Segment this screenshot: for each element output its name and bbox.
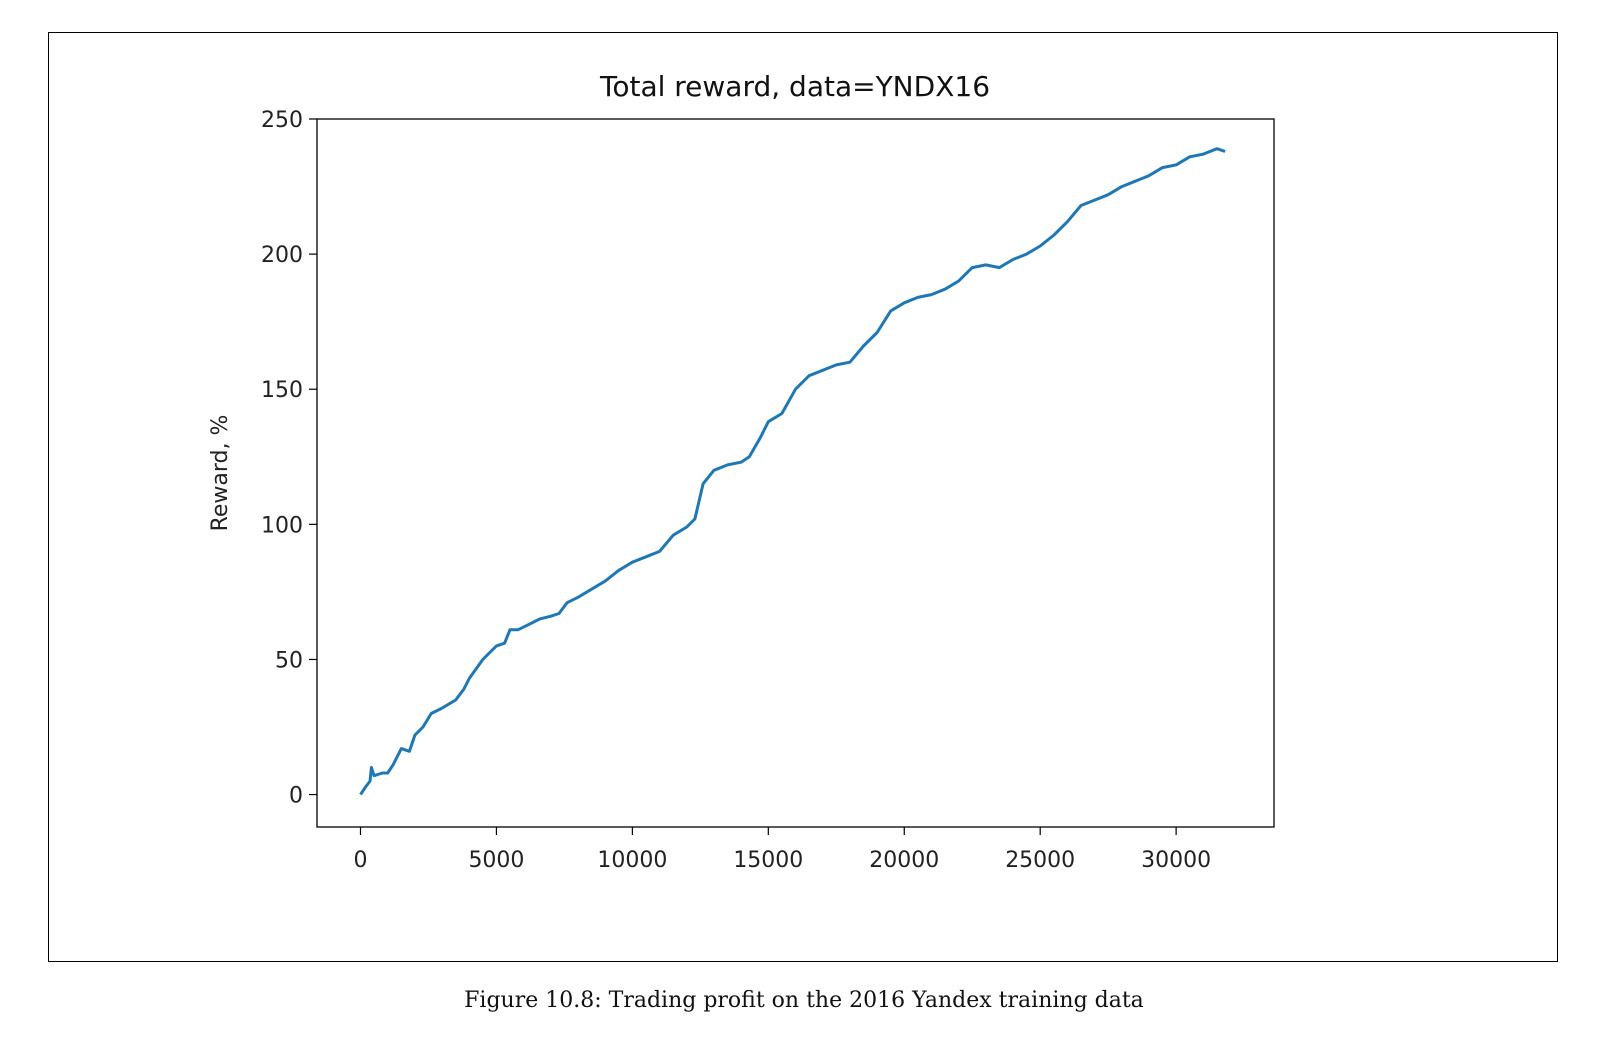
reward-series-line xyxy=(359,147,1226,796)
x-tick-label: 30000 xyxy=(1141,848,1211,873)
y-tick-label: 0 xyxy=(289,784,303,809)
chart-title: Total reward, data=YNDX16 xyxy=(599,70,990,103)
y-axis-label: Reward, % xyxy=(208,415,233,532)
plot-frame xyxy=(316,118,1275,828)
x-tick-label: 10000 xyxy=(597,848,667,873)
x-tick-label: 0 xyxy=(354,848,368,873)
y-tick-label: 50 xyxy=(275,648,303,673)
y-tick-label: 250 xyxy=(261,108,303,133)
figure-frame: Total reward, data=YNDX16 0 50 100 150 200 25… xyxy=(48,32,1558,962)
x-tick-label: 15000 xyxy=(733,848,803,873)
figure-caption: Figure 10.8: Trading profit on the 2016 … xyxy=(464,988,1144,1013)
series-layer xyxy=(359,147,1226,796)
line-chart: Total reward, data=YNDX16 0 50 100 150 200 25… xyxy=(208,70,1275,873)
y-tick-label: 100 xyxy=(261,513,303,538)
x-tick-label: 25000 xyxy=(1005,848,1075,873)
x-axis: 0 5000 10000 15000 20000 25000 30000 xyxy=(354,827,1211,873)
y-axis: 0 50 100 150 200 250 xyxy=(261,108,317,809)
y-tick-label: 150 xyxy=(261,378,303,403)
y-tick-label: 200 xyxy=(261,243,303,268)
x-tick-label: 5000 xyxy=(468,848,524,873)
x-tick-label: 20000 xyxy=(869,848,939,873)
plot-area xyxy=(316,118,1275,828)
